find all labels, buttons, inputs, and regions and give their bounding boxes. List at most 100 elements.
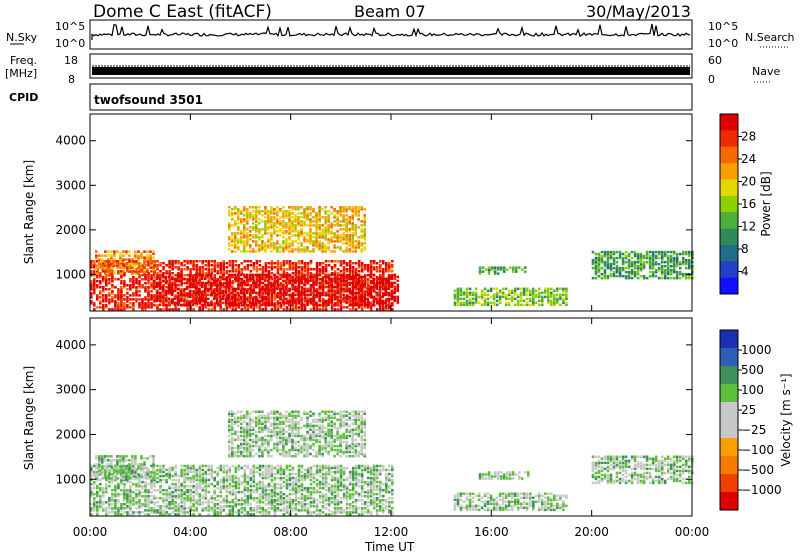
heatmap-cell: [195, 484, 198, 488]
heatmap-cell: [111, 472, 114, 476]
heatmap-cell: [378, 283, 382, 287]
heatmap-cell: [492, 301, 496, 305]
heatmap-cell: [663, 274, 667, 278]
heatmap-cell: [288, 505, 292, 508]
heatmap-cell: [516, 299, 520, 303]
heatmap-cell: [183, 503, 186, 506]
heatmap-cell: [363, 283, 366, 287]
heatmap-cell: [198, 272, 201, 275]
heatmap-cell: [246, 277, 249, 281]
heatmap-cell: [180, 511, 183, 514]
heatmap-cell: [648, 274, 652, 278]
heatmap-cell: [288, 281, 291, 285]
heatmap-cell: [144, 302, 147, 305]
heatmap-cell: [213, 296, 216, 299]
heatmap-cell: [258, 279, 261, 283]
heatmap-cell: [366, 266, 370, 269]
heatmap-cell: [318, 291, 321, 295]
heatmap-cell: [666, 260, 670, 264]
heatmap-cell: [126, 464, 129, 468]
heatmap-cell: [152, 279, 156, 283]
heatmap-cell: [270, 292, 274, 295]
heatmap-cell: [309, 286, 313, 289]
heatmap-cell: [198, 296, 201, 299]
heatmap-cell: [648, 254, 652, 258]
heatmap-cell: [149, 250, 152, 253]
heatmap-cell: [237, 273, 240, 277]
heatmap-cell: [556, 299, 559, 303]
heatmap-cell: [156, 268, 159, 271]
heatmap-cell: [480, 303, 484, 307]
heatmap-cell: [357, 285, 360, 289]
heatmap-cell: [105, 274, 108, 277]
heatmap-cell: [105, 278, 108, 281]
heatmap-cell: [495, 299, 499, 303]
heatmap-cell: [180, 282, 183, 285]
heatmap-cell: [306, 272, 310, 275]
heatmap-cell: [219, 468, 222, 472]
heatmap-cell: [243, 206, 246, 209]
heatmap-cell: [675, 252, 679, 256]
heatmap-cell: [360, 262, 364, 265]
heatmap-cell: [267, 303, 270, 307]
heatmap-cell: [348, 272, 352, 275]
heatmap-cell: [117, 513, 120, 516]
heatmap-cell: [168, 272, 171, 275]
heatmap-cell: [264, 277, 267, 281]
heatmap-cell: [375, 278, 379, 281]
heatmap-cell: [183, 472, 186, 476]
heatmap-cell: [270, 220, 273, 223]
heatmap-cell: [529, 299, 532, 303]
heatmap-cell: [462, 293, 466, 297]
heatmap-cell: [165, 474, 168, 478]
heatmap-cell: [111, 286, 114, 289]
heatmap-cell: [660, 270, 664, 274]
heatmap-cell: [300, 224, 303, 227]
heatmap-cell: [218, 303, 222, 307]
heatmap-cell: [164, 277, 168, 281]
heatmap-cell: [285, 214, 288, 217]
heatmap-cell: [387, 283, 391, 287]
heatmap-cell: [276, 470, 280, 474]
heatmap-cell: [348, 248, 351, 251]
heatmap-cell: [285, 507, 289, 510]
heatmap-cell: [261, 272, 265, 275]
heatmap-cell: [348, 287, 351, 291]
heatmap-cell: [672, 262, 676, 266]
heatmap-cell: [516, 295, 520, 299]
heatmap-cell: [327, 226, 330, 229]
heatmap-cell: [243, 293, 246, 297]
heatmap-cell: [213, 262, 216, 265]
heatmap-cell: [105, 288, 108, 291]
heatmap-cell: [553, 295, 556, 299]
heatmap-cell: [483, 299, 487, 303]
heatmap-cell: [300, 286, 304, 289]
heatmap-cell: [252, 240, 255, 243]
heatmap-cell: [237, 297, 240, 301]
heatmap-cell: [630, 260, 634, 264]
heatmap-cell: [102, 488, 105, 492]
heatmap-cell: [291, 282, 295, 285]
heatmap-cell: [93, 509, 96, 512]
heatmap-cell: [312, 216, 315, 219]
heatmap-cell: [270, 499, 274, 502]
heatmap-cell: [134, 260, 137, 263]
heatmap-cell: [222, 501, 225, 504]
heatmap-cell: [213, 503, 216, 506]
heatmap-cell: [675, 260, 679, 264]
heatmap-cell: [285, 210, 288, 213]
heatmap-cell: [134, 254, 137, 257]
heatmap-cell: [330, 299, 333, 303]
heatmap-cell: [195, 488, 198, 492]
heatmap-cell: [270, 275, 273, 279]
heatmap-cell: [348, 228, 351, 231]
heatmap-cell: [384, 299, 388, 303]
heatmap-cell: [330, 279, 333, 283]
heatmap-cell: [135, 298, 138, 301]
heatmap-cell: [201, 464, 204, 468]
heatmap-cell: [201, 494, 204, 498]
heatmap-cell: [270, 210, 273, 213]
heatmap-cell: [279, 262, 283, 265]
heatmap-cell: [303, 214, 306, 217]
heatmap-cell: [291, 234, 294, 237]
